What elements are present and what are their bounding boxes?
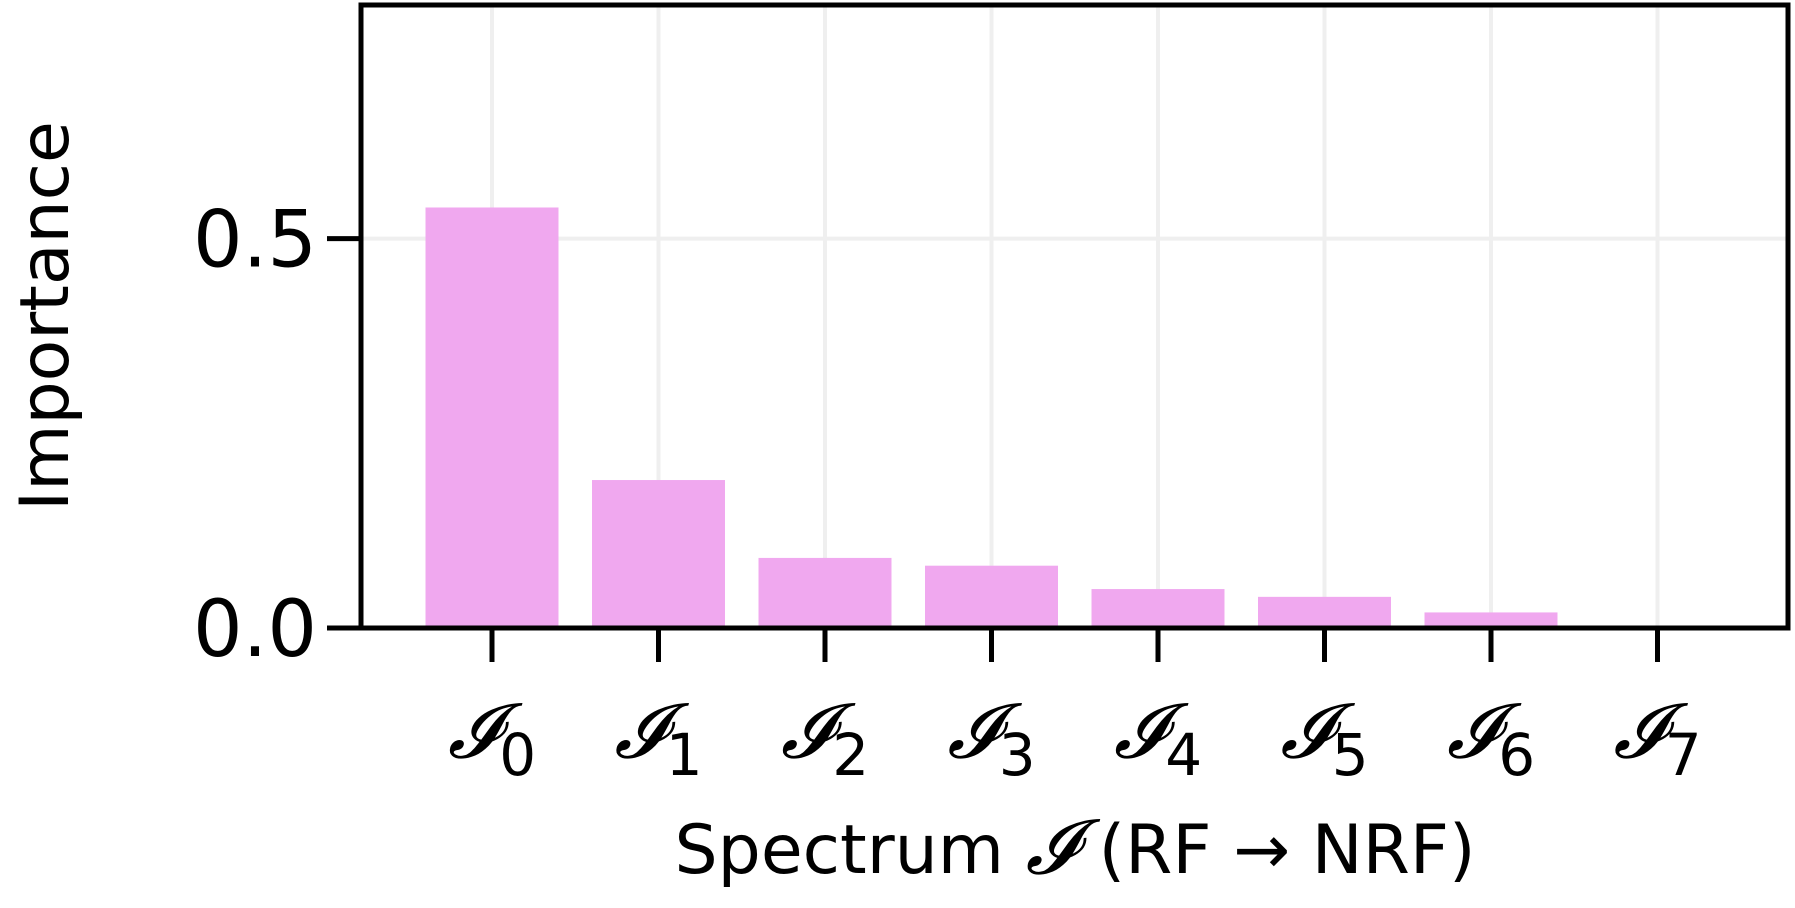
tick-layer: 0.0 0.5 𝓘0 𝓘1 𝓘2 𝓘3 𝓘4 𝓘5 𝓘6 𝓘7 [193, 196, 1702, 789]
bar-5 [1258, 596, 1391, 628]
x-tick-label: 𝓘7 [1613, 686, 1701, 789]
x-tick-label: 𝓘0 [448, 686, 536, 789]
bar-6 [1424, 612, 1558, 628]
plot-frame [358, 2, 1791, 631]
x-axis-label-suffix: (RF → NRF) [1077, 811, 1475, 890]
x-tick-label: 𝓘2 [781, 686, 869, 789]
bar-2 [758, 557, 892, 628]
x-tick-label-subscript: 1 [666, 721, 703, 789]
x-tick-label-subscript: 2 [832, 721, 869, 789]
x-tick-label-subscript: 6 [1498, 721, 1535, 789]
x-axis-label-prefix: Spectrum [675, 811, 1026, 890]
x-tick-label: 𝓘6 [1447, 686, 1535, 789]
x-tick-label-subscript: 4 [1165, 721, 1202, 789]
x-tick-label-subscript: 7 [1665, 721, 1702, 789]
bar-0 [425, 207, 559, 628]
y-axis-label: Importance [6, 121, 85, 511]
x-tick-label-subscript: 5 [1332, 721, 1369, 789]
bar-3 [925, 565, 1058, 628]
x-tick-label-subscript: 3 [999, 721, 1036, 789]
x-tick-label: 𝓘5 [1280, 686, 1368, 789]
x-tick-label: 𝓘1 [614, 686, 702, 789]
grid-layer [361, 5, 1788, 630]
y-tick-label: 0.5 [193, 196, 317, 286]
y-tick-label: 0.0 [193, 585, 317, 675]
bar-4 [1091, 589, 1225, 628]
bar-layer [425, 207, 1558, 628]
x-axis-label: Spectrum 𝓘 (RF → NRF) [675, 802, 1476, 891]
bar-1 [592, 480, 725, 628]
x-tick-label: 𝓘3 [947, 686, 1035, 789]
x-tick-label-subscript: 0 [499, 721, 536, 789]
x-tick-label: 𝓘4 [1114, 686, 1202, 789]
